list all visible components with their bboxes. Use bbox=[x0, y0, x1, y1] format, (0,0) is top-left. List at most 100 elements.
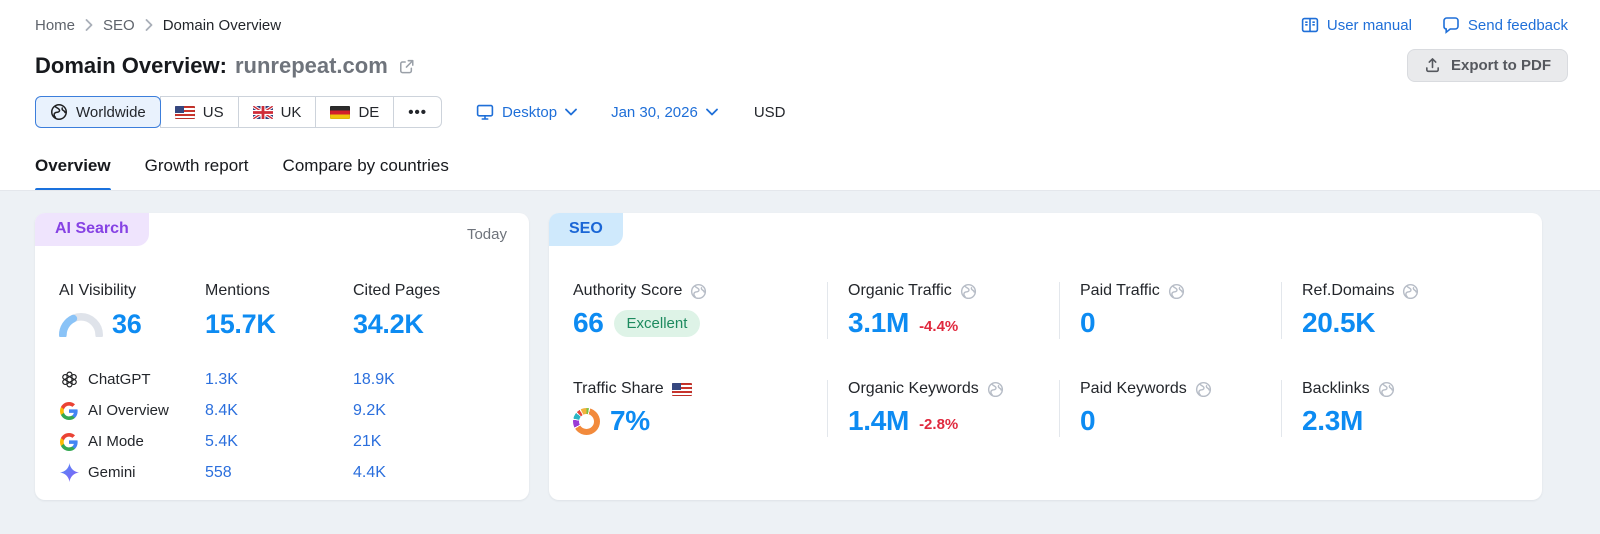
organic-keywords-change: -2.8% bbox=[919, 415, 959, 433]
tab-growth-report[interactable]: Growth report bbox=[144, 156, 249, 175]
organic-traffic-change: -4.4% bbox=[919, 317, 959, 335]
page-title-domain: runrepeat.com bbox=[234, 52, 388, 78]
region-worldwide-button[interactable]: Worldwide bbox=[35, 96, 161, 128]
date-label: Jan 30, 2026 bbox=[611, 103, 698, 121]
user-manual-link[interactable]: User manual bbox=[1301, 16, 1412, 34]
paid-traffic-value[interactable]: 0 bbox=[1080, 307, 1096, 338]
ai-overview-cited-value[interactable]: 9.2K bbox=[353, 401, 386, 419]
globe-icon[interactable] bbox=[1378, 381, 1395, 398]
ai-search-card: AI Search Today AI Visibility 36 Mention bbox=[35, 213, 529, 500]
date-dropdown[interactable]: Jan 30, 2026 bbox=[611, 104, 718, 121]
region-segmented-control: Worldwide US UK DE ••• bbox=[35, 96, 443, 128]
authority-score-metric: Authority Score 66 Excellent bbox=[573, 282, 827, 339]
organic-keywords-label: Organic Keywords bbox=[848, 380, 979, 397]
globe-icon[interactable] bbox=[987, 381, 1004, 398]
google-icon bbox=[59, 432, 79, 452]
export-to-pdf-button[interactable]: Export to PDF bbox=[1407, 49, 1568, 82]
ai-mode-mentions-value[interactable]: 5.4K bbox=[205, 432, 238, 450]
backlinks-metric: Backlinks 2.3M bbox=[1281, 380, 1518, 437]
ai-visibility-label: AI Visibility bbox=[59, 282, 137, 299]
authority-score-label: Authority Score bbox=[573, 282, 683, 299]
chatgpt-cited-value[interactable]: 18.9K bbox=[353, 370, 395, 388]
mentions-value[interactable]: 15.7K bbox=[205, 309, 276, 339]
cited-pages-stat: Cited Pages 34.2K bbox=[353, 282, 529, 340]
traffic-share-label: Traffic Share bbox=[573, 380, 664, 397]
external-link-icon[interactable] bbox=[398, 58, 415, 75]
ai-mode-cited-value[interactable]: 21K bbox=[353, 432, 382, 450]
ai-visibility-gauge bbox=[59, 313, 103, 337]
ai-visibility-value[interactable]: 36 bbox=[112, 309, 142, 339]
ai-search-badge: AI Search bbox=[35, 213, 149, 246]
chevron-right-icon bbox=[145, 19, 153, 31]
backlinks-value[interactable]: 2.3M bbox=[1302, 405, 1364, 436]
globe-icon[interactable] bbox=[1402, 283, 1419, 300]
ai-visibility-stat: AI Visibility 36 bbox=[59, 282, 205, 340]
globe-icon[interactable] bbox=[960, 283, 977, 300]
user-manual-label: User manual bbox=[1326, 16, 1412, 34]
chevron-down-icon bbox=[705, 108, 718, 116]
ref-domains-metric: Ref.Domains 20.5K bbox=[1281, 282, 1518, 339]
engine-name: AI Mode bbox=[88, 433, 144, 450]
region-de-button[interactable]: DE bbox=[315, 96, 395, 128]
paid-traffic-label: Paid Traffic bbox=[1080, 282, 1160, 299]
device-dropdown[interactable]: Desktop bbox=[476, 103, 577, 121]
export-to-pdf-label: Export to PDF bbox=[1451, 57, 1551, 74]
seo-badge: SEO bbox=[549, 213, 623, 246]
gemini-icon bbox=[59, 463, 79, 483]
authority-score-rating-badge: Excellent bbox=[613, 309, 701, 337]
ai-overview-mentions-value[interactable]: 8.4K bbox=[205, 401, 238, 419]
globe-icon[interactable] bbox=[1168, 283, 1185, 300]
ai-period-label: Today bbox=[466, 226, 507, 243]
authority-score-value[interactable]: 66 bbox=[573, 307, 604, 338]
desktop-icon bbox=[476, 104, 494, 120]
send-feedback-link[interactable]: Send feedback bbox=[1442, 16, 1568, 34]
globe-icon bbox=[51, 104, 67, 120]
chevron-down-icon bbox=[565, 108, 577, 116]
feedback-bubble-icon bbox=[1443, 17, 1459, 34]
chatgpt-mentions-value[interactable]: 1.3K bbox=[205, 370, 238, 388]
cited-pages-label: Cited Pages bbox=[353, 282, 441, 299]
paid-traffic-metric: Paid Traffic 0 bbox=[1059, 282, 1281, 339]
gemini-cited-value[interactable]: 4.4K bbox=[353, 463, 386, 481]
book-icon bbox=[1301, 17, 1319, 33]
currency-label: USD bbox=[753, 103, 786, 121]
gemini-mentions-value[interactable]: 558 bbox=[205, 463, 232, 481]
uk-flag-icon bbox=[252, 105, 273, 119]
organic-traffic-label: Organic Traffic bbox=[848, 282, 952, 299]
ref-domains-label: Ref.Domains bbox=[1302, 282, 1395, 299]
region-uk-button[interactable]: UK bbox=[237, 96, 317, 128]
region-worldwide-label: Worldwide bbox=[76, 103, 146, 121]
google-icon bbox=[59, 401, 79, 421]
region-us-label: US bbox=[202, 103, 224, 121]
paid-keywords-metric: Paid Keywords 0 bbox=[1059, 380, 1281, 437]
organic-keywords-value[interactable]: 1.4M bbox=[848, 405, 910, 436]
backlinks-label: Backlinks bbox=[1302, 380, 1370, 397]
region-uk-label: UK bbox=[280, 103, 302, 121]
more-regions-button[interactable]: ••• bbox=[393, 96, 443, 128]
traffic-share-donut bbox=[573, 407, 600, 435]
globe-icon[interactable] bbox=[1195, 381, 1212, 398]
breadcrumb-current: Domain Overview bbox=[162, 16, 282, 34]
traffic-share-value[interactable]: 7% bbox=[610, 405, 650, 436]
breadcrumb-seo[interactable]: SEO bbox=[103, 16, 135, 34]
breadcrumb-home[interactable]: Home bbox=[35, 16, 76, 34]
breadcrumb: Home SEO Domain Overview bbox=[35, 17, 281, 34]
tab-compare-by-countries[interactable]: Compare by countries bbox=[282, 156, 449, 175]
device-label: Desktop bbox=[502, 103, 558, 121]
tabs: Overview Growth report Compare by countr… bbox=[35, 156, 1568, 191]
tab-overview[interactable]: Overview bbox=[35, 156, 111, 191]
seo-card: SEO Authority Score 66 Excellent bbox=[549, 213, 1542, 500]
cited-pages-value[interactable]: 34.2K bbox=[353, 309, 424, 339]
globe-icon[interactable] bbox=[690, 283, 707, 300]
region-us-button[interactable]: US bbox=[159, 96, 239, 128]
ai-stats-row: AI Visibility 36 Mentions 15.7K Cited Pa… bbox=[35, 282, 529, 340]
organic-traffic-value[interactable]: 3.1M bbox=[848, 307, 910, 338]
organic-keywords-metric: Organic Keywords 1.4M -2.8% bbox=[827, 380, 1059, 437]
paid-keywords-value[interactable]: 0 bbox=[1080, 405, 1096, 436]
list-item-ai-overview: AI Overview 8.4K 9.2K bbox=[35, 395, 529, 426]
header-divider bbox=[0, 190, 1600, 191]
ref-domains-value[interactable]: 20.5K bbox=[1302, 307, 1376, 338]
page-header: Home SEO Domain Overview User manual Sen… bbox=[0, 0, 1600, 191]
list-item-chatgpt: ChatGPT 1.3K 18.9K bbox=[35, 364, 529, 395]
